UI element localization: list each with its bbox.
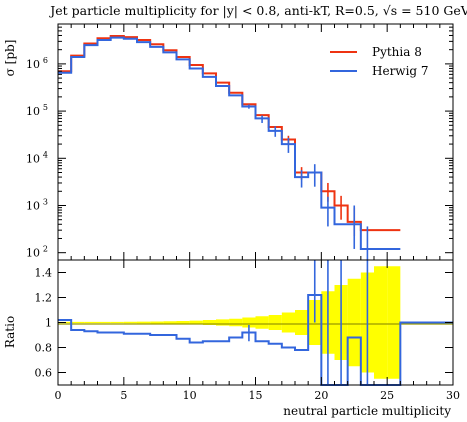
ratio-tick-label: 1.4 [35,267,53,280]
y-tick-exponent: 6 [43,56,48,65]
ratio-band-bin [374,266,388,379]
y-axis-title: σ [pb] [3,40,17,77]
ratio-band-bin [137,321,151,324]
ratio-band-bin [295,310,309,335]
ratio-line [58,294,453,386]
ratio-band-bin [189,320,203,325]
legend-label-pythia: Pythia 8 [372,45,422,59]
ratio-tick-label: 0.6 [35,367,53,380]
y-tick-label: 10 [26,199,40,212]
ratio-band-bin [150,321,164,324]
y-tick-label: 10 [26,247,40,260]
series-line-1 [58,36,401,250]
ratio-band-bin [123,321,137,324]
ratio-band-bin [229,318,243,327]
ratio-band-bin [163,321,177,324]
x-tick-label: 15 [249,389,263,402]
ratio-band-bin [97,321,111,324]
y-tick-exponent: 3 [43,197,48,206]
ratio-band-bin [216,319,230,326]
ratio-band-bin [268,315,282,330]
x-tick-label: 10 [183,389,197,402]
ratio-band-bin [242,317,256,328]
y-tick-exponent: 2 [43,245,48,254]
ratio-band-bin [84,321,98,324]
ratio-tick-label: 0.8 [35,342,53,355]
ratio-band-bin [347,278,361,367]
ratio-tick-label: 1.2 [35,292,53,305]
y-tick-label: 10 [26,58,40,71]
x-tick-label: 25 [380,389,394,402]
ratio-band-bin [387,266,401,379]
main-plot-frame [57,23,454,261]
chart-title: Jet particle multiplicity for |y| < 0.8,… [48,3,467,18]
y-tick-label: 10 [26,152,40,165]
x-tick-label: 5 [120,389,127,402]
x-tick-label: 30 [446,389,460,402]
ratio-series [58,260,453,386]
y-tick-exponent: 5 [43,103,48,112]
ratio-band-bin [281,312,295,333]
y-tick-label: 10 [26,105,40,118]
series-line-0 [58,34,401,232]
y-tick-exponent: 4 [43,150,48,159]
ratio-band-bin [176,321,190,324]
legend: Pythia 8 Herwig 7 [330,45,429,78]
x-tick-label: 20 [314,389,328,402]
ratio-band-bin [110,321,124,324]
ratio-axis-title: Ratio [3,316,17,348]
legend-label-herwig: Herwig 7 [372,64,429,78]
main-series [58,34,401,260]
x-tick-label: 0 [55,389,62,402]
ratio-band [58,266,401,379]
ratio-band-bin [202,320,216,325]
ratio-band-bin [71,321,85,324]
x-axis-title: neutral particle multiplicity [283,404,451,418]
ratio-tick-label: 1 [45,317,52,330]
ratio-band-bin [255,316,269,329]
